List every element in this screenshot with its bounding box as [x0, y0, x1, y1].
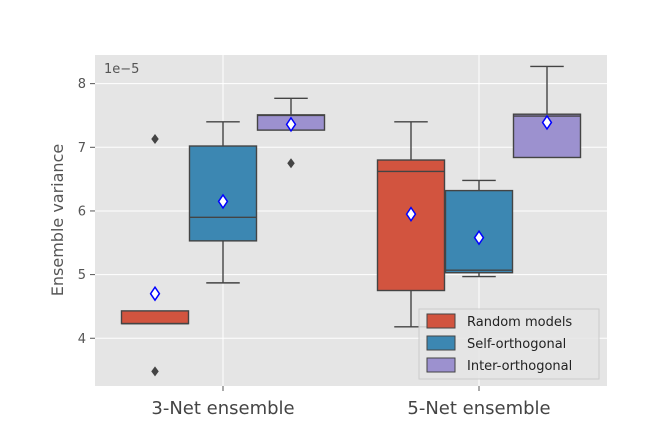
box-random-models-1 [120, 134, 190, 377]
box-inter-orthogonal-1 [256, 97, 326, 169]
box-self-orthogonal-2 [444, 179, 514, 278]
y-axis-label: Ensemble variance [48, 144, 67, 296]
legend-swatch [426, 335, 456, 351]
boxes-layer [120, 65, 582, 377]
y-tick-label: 8 [78, 77, 86, 92]
mean-marker [473, 229, 485, 246]
y-tick-label: 6 [78, 204, 86, 219]
outlier-point [151, 134, 159, 145]
x-tick-label: 3-Net ensemble [151, 398, 294, 419]
legend-label: Random models [467, 315, 572, 330]
outlier-point [151, 366, 159, 377]
outlier-point [287, 158, 295, 169]
box-random-models-2 [376, 121, 446, 328]
mean-marker [217, 193, 229, 210]
box-body [120, 310, 190, 325]
box-self-orthogonal-1 [188, 121, 258, 284]
legend-label: Self-orthogonal [467, 337, 566, 352]
box-inter-orthogonal-2 [512, 65, 582, 159]
legend-swatch [426, 313, 456, 329]
box-body [376, 159, 446, 292]
x-tick-label: 5-Net ensemble [407, 398, 550, 419]
mean-marker [405, 206, 417, 222]
mean-marker [541, 114, 553, 131]
y-tick-label: 7 [78, 141, 86, 156]
legend: Random models Self-orthogonal Inter-orthog… [418, 308, 600, 380]
x-ticks: 3-Net ensemble 5-Net ensemble [151, 386, 551, 419]
legend-swatch [426, 357, 456, 373]
legend-label: Inter-orthogonal [467, 359, 572, 374]
mean-marker [149, 285, 161, 302]
y-tick-label: 5 [78, 268, 86, 283]
y-offset-label: 1e−5 [104, 62, 139, 77]
box-body [188, 145, 258, 242]
y-tick-label: 4 [78, 332, 86, 347]
mean-marker [285, 116, 297, 133]
y-ticks: 4 5 6 7 8 [78, 77, 95, 347]
